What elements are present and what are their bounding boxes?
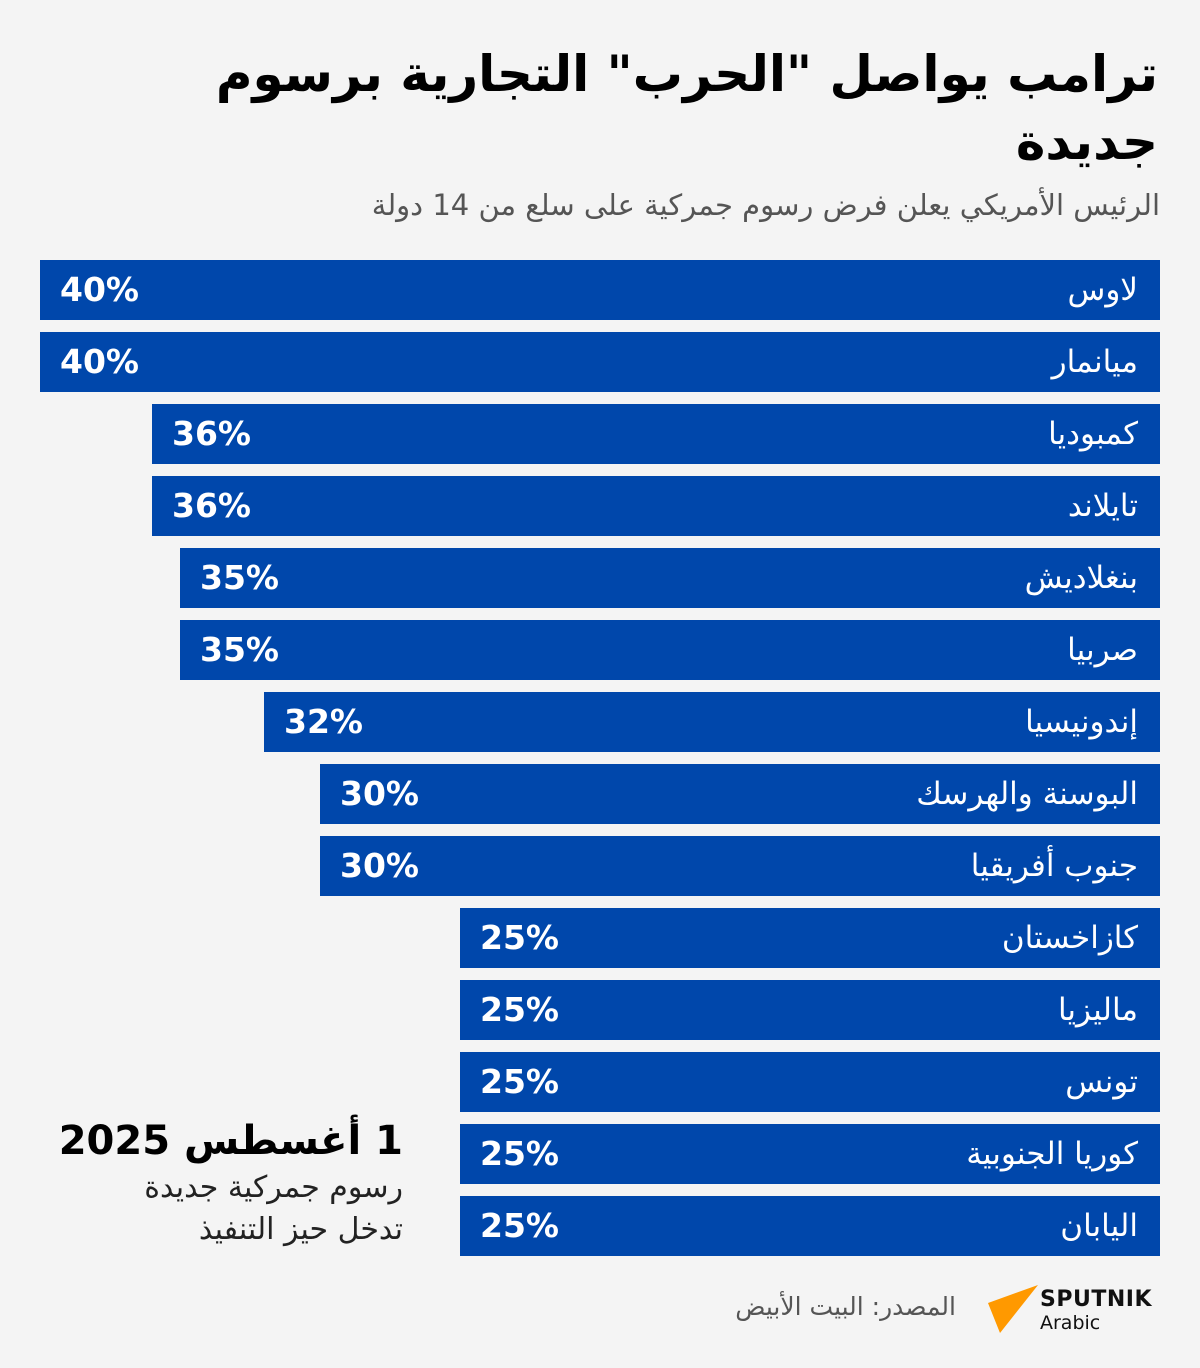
bar-value-label: 25% xyxy=(480,990,559,1029)
bar-category-label: صربيا xyxy=(1067,632,1138,668)
bar: البوسنة والهرسك 30% xyxy=(320,764,1160,824)
bar: بنغلاديش 35% xyxy=(180,548,1160,608)
bar-value-label: 40% xyxy=(60,342,139,381)
bar-value-label: 36% xyxy=(172,486,251,525)
bar-value-label: 32% xyxy=(284,702,363,741)
logo-word: SPUTNIK xyxy=(1040,1287,1152,1312)
bar-category-label: لاوس xyxy=(1067,272,1139,308)
bar: كازاخستان 25% xyxy=(460,908,1160,968)
bar-category-label: ماليزيا xyxy=(1057,992,1138,1028)
logo-sub: Arabic xyxy=(1040,1312,1101,1334)
bar-value-label: 25% xyxy=(480,1134,559,1173)
sputnik-logo: SPUTNIK Arabic xyxy=(988,1285,1168,1340)
chart-subtitle: الرئيس الأمريكي يعلن فرض رسوم جمركية على… xyxy=(371,188,1160,222)
note-line-1: رسوم جمركية جديدة xyxy=(144,1170,403,1205)
bar-value-label: 30% xyxy=(340,846,419,885)
bar: جنوب أفريقيا 30% xyxy=(320,836,1160,896)
bar: كمبوديا 36% xyxy=(152,404,1160,464)
bar-value-label: 35% xyxy=(200,558,279,597)
bar-category-label: كوريا الجنوبية xyxy=(966,1136,1138,1172)
bar-category-label: كمبوديا xyxy=(1048,416,1138,452)
bar-category-label: كازاخستان xyxy=(1001,920,1138,956)
bar-category-label: تايلاند xyxy=(1067,488,1138,524)
bar: ميانمار 40% xyxy=(40,332,1160,392)
chart-title: ترامب يواصل "الحرب" التجارية برسوم جديدة xyxy=(215,45,1158,171)
bar-category-label: بنغلاديش xyxy=(1024,560,1138,596)
bar: ماليزيا 25% xyxy=(460,980,1160,1040)
bar-value-label: 40% xyxy=(60,270,139,309)
effective-date-note: 1 أغسطس 2025 رسوم جمركية جديدة تدخل حيز … xyxy=(59,1115,403,1251)
bar: صربيا 35% xyxy=(180,620,1160,680)
bar: لاوس 40% xyxy=(40,260,1160,320)
bar-category-label: جنوب أفريقيا xyxy=(970,848,1138,884)
bar: تايلاند 36% xyxy=(152,476,1160,536)
bar-value-label: 36% xyxy=(172,414,251,453)
source-text: المصدر: البيت الأبيض xyxy=(735,1292,956,1321)
bar-value-label: 30% xyxy=(340,774,419,813)
bar-category-label: اليابان xyxy=(1060,1208,1138,1244)
bar-category-label: البوسنة والهرسك xyxy=(916,776,1138,812)
bar: إندونيسيا 32% xyxy=(264,692,1160,752)
bar-category-label: إندونيسيا xyxy=(1025,704,1138,740)
bar-value-label: 25% xyxy=(480,1206,559,1245)
bar-value-label: 25% xyxy=(480,918,559,957)
bar: تونس 25% xyxy=(460,1052,1160,1112)
bar-category-label: تونس xyxy=(1065,1064,1138,1100)
bar: اليابان 25% xyxy=(460,1196,1160,1256)
bar-category-label: ميانمار xyxy=(1051,344,1138,380)
bar-value-label: 25% xyxy=(480,1062,559,1101)
note-line-2: تدخل حيز التنفيذ xyxy=(198,1212,403,1247)
sputnik-wing-icon xyxy=(988,1285,1038,1333)
bar: كوريا الجنوبية 25% xyxy=(460,1124,1160,1184)
effective-date: 1 أغسطس 2025 xyxy=(58,1118,403,1164)
bar-value-label: 35% xyxy=(200,630,279,669)
